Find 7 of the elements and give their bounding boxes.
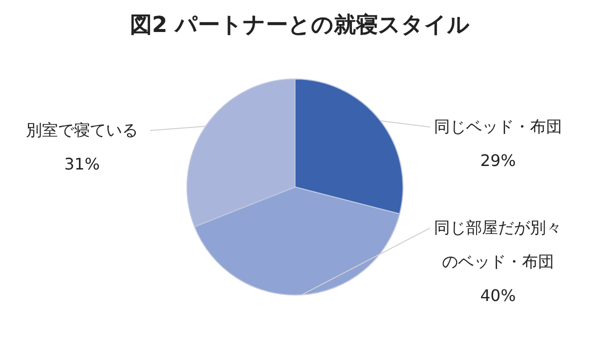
slice-label: 同じベッド・布団 (434, 116, 562, 136)
slice-label: 同じ部屋だが別々のベッド・布団 (434, 218, 562, 272)
data-label: 29% (480, 150, 516, 170)
data-label: 31% (64, 154, 100, 174)
chart-title: 図2 パートナーとの就寝スタイル (130, 12, 470, 38)
slice-label: 別室で寝ている (26, 120, 138, 140)
data-label: 40% (480, 286, 516, 306)
